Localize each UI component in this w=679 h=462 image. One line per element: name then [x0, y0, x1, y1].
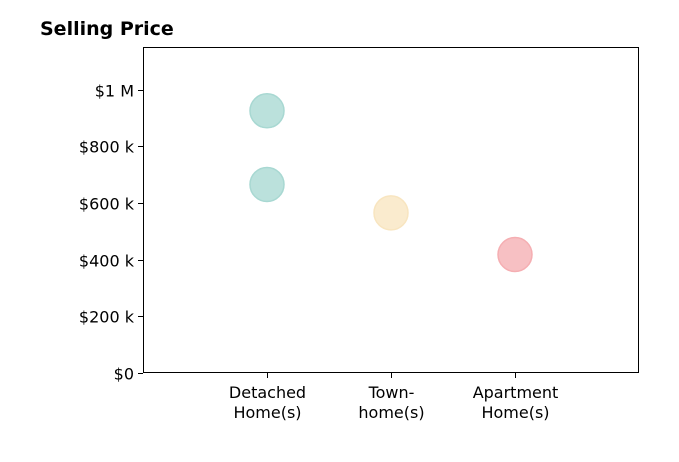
- x-tick-label: Detached Home(s): [229, 383, 306, 422]
- y-tick-label: $200 k: [79, 308, 135, 327]
- data-points: [249, 93, 533, 273]
- plot-frame: [143, 47, 639, 373]
- y-tick-label: $0: [114, 365, 134, 384]
- y-tick-label: $800 k: [79, 138, 135, 157]
- data-point: [249, 166, 285, 203]
- data-point: [497, 236, 533, 273]
- x-axis: Detached Home(s) Town-home(s) Apartment Home…: [229, 373, 558, 422]
- chart-title: Selling Price: [40, 18, 174, 40]
- y-tick-label: $400 k: [79, 252, 135, 271]
- y-axis: $0 $200 k $400 k $600 k $800 k $1 M: [79, 82, 143, 384]
- data-point: [373, 195, 409, 231]
- y-tick-label: $600 k: [79, 195, 135, 214]
- x-tick-label: Town-home(s): [358, 383, 424, 422]
- y-tick-label: $1 M: [95, 82, 134, 101]
- data-point: [249, 93, 285, 129]
- x-tick-label: Apartment Home(s): [473, 383, 559, 422]
